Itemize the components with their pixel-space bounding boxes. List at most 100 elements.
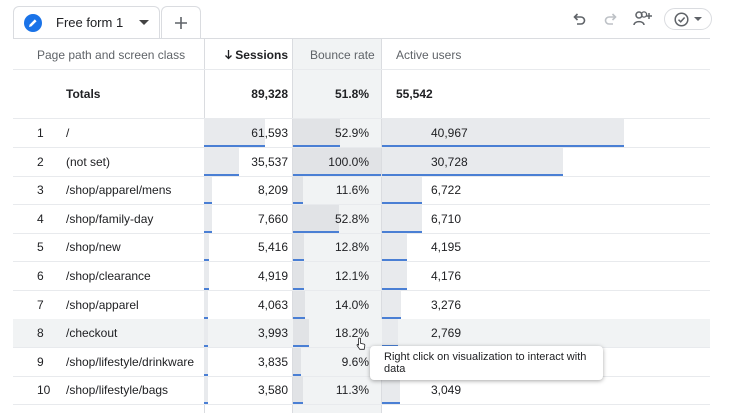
table-row[interactable]: 7/shop/apparel 4,063 14.0% 3,276 [13, 290, 710, 320]
row-rank: 3 [37, 183, 44, 198]
column-divider [292, 39, 293, 413]
bounce-bar-line [293, 345, 309, 348]
column-header-sessions[interactable]: Sessions [223, 39, 288, 70]
table-row[interactable]: 9/shop/lifestyle/drinkware 3,835 9.6% [13, 347, 710, 377]
totals-active-users: 55,542 [396, 87, 433, 101]
bounce-bar-line [293, 173, 381, 176]
row-rank: 7 [37, 297, 44, 312]
bounce-bar [293, 204, 339, 231]
chevron-down-icon[interactable] [139, 20, 149, 25]
status-menu[interactable] [664, 8, 712, 30]
row-page-path: /shop/family-day [66, 211, 154, 226]
table-row[interactable]: 6/shop/clearance 4,919 12.1% 4,176 [13, 262, 710, 291]
sessions-bar [204, 233, 209, 260]
row-divider [13, 404, 710, 406]
row-bounce-rate: 11.3% [335, 383, 369, 398]
row-divider [13, 318, 710, 320]
row-divider [13, 232, 710, 234]
plus-icon [175, 16, 187, 29]
tooltip: Right click on visualization to interact… [370, 346, 603, 380]
sessions-bar [204, 119, 265, 145]
bounce-bar [293, 347, 301, 374]
share-user-icon [633, 11, 652, 26]
active-bar-line [382, 316, 401, 319]
table-row[interactable]: 3/shop/apparel/mens 8,209 11.6% 6,722 [13, 176, 710, 206]
add-tab-button[interactable] [161, 6, 201, 38]
sessions-bar [204, 176, 212, 203]
row-active-users: 30,728 [431, 154, 468, 169]
row-sessions: 3,835 [257, 354, 288, 369]
active-bar [382, 204, 422, 231]
bounce-bar-line [293, 316, 305, 319]
undo-icon [573, 13, 586, 25]
row-divider [13, 375, 710, 377]
table-row[interactable]: 5/shop/new 5,416 12.8% 4,195 [13, 233, 710, 263]
toolbar [568, 8, 712, 30]
tab-bar: Free form 1 [0, 0, 730, 38]
chevron-down-icon [694, 17, 702, 21]
row-bounce-rate: 9.6% [341, 354, 369, 369]
row-page-path: /shop/clearance [66, 269, 151, 283]
row-rank: 9 [37, 354, 44, 369]
share-button[interactable] [632, 8, 654, 30]
active-bar-line [382, 288, 407, 290]
table-row[interactable]: 1 / 61,593 52.9% 40,967 [13, 119, 710, 148]
row-bounce-rate: 18.2% [334, 326, 369, 341]
row-active-users: 6,710 [431, 211, 462, 226]
row-rank: 6 [37, 269, 44, 283]
tab-label: Free form 1 [56, 15, 124, 30]
row-bounce-rate: 52.9% [334, 126, 369, 140]
bounce-bar-line [293, 230, 339, 233]
redo-icon [604, 13, 617, 25]
bounce-bar [293, 119, 340, 145]
row-divider [13, 290, 710, 291]
header-divider [13, 69, 710, 70]
redo-button[interactable] [600, 8, 622, 30]
totals-sessions: 89,328 [251, 87, 288, 101]
column-header-active-users[interactable]: Active users [396, 47, 462, 62]
sessions-bar [204, 290, 208, 317]
totals-label: Totals [66, 87, 101, 101]
sessions-bar-line [204, 145, 265, 147]
row-rank: 8 [37, 326, 44, 341]
pencil-icon[interactable] [24, 13, 42, 32]
row-sessions: 5,416 [257, 240, 288, 255]
table-row[interactable]: 4/shop/family-day 7,660 52.8% 6,710 [13, 204, 710, 234]
row-page-path: /shop/lifestyle/bags [66, 383, 169, 398]
row-bounce-rate: 12.8% [334, 240, 369, 255]
active-bar-line [382, 173, 563, 176]
row-bounce-rate: 100.0% [328, 154, 369, 169]
sessions-bar-line [204, 373, 208, 376]
active-bar [382, 119, 624, 145]
row-active-users: 3,049 [431, 383, 462, 398]
row-page-path: /shop/lifestyle/drinkware [66, 354, 195, 369]
row-active-users: 3,276 [431, 297, 462, 312]
column-header-sessions-label: Sessions [235, 47, 288, 62]
tooltip-text: Right click on visualization to interact… [384, 351, 587, 375]
active-bar-line [382, 259, 407, 262]
column-divider [381, 39, 382, 413]
tab-free-form-1[interactable]: Free form 1 [13, 6, 160, 38]
active-bar-line [382, 145, 624, 147]
bounce-bar-line [293, 288, 304, 290]
column-header-bounce-rate[interactable]: Bounce rate [310, 47, 375, 62]
row-rank: 2 [37, 154, 44, 169]
row-active-users: 2,769 [431, 326, 462, 341]
active-bar [382, 319, 398, 346]
bounce-bar-line [293, 259, 304, 262]
table-row[interactable]: 2 (not set) 35,537 100.0% 30,728 [13, 147, 710, 177]
undo-button[interactable] [568, 8, 590, 30]
row-sessions: 4,919 [257, 269, 288, 283]
sessions-bar-line [204, 202, 212, 205]
active-bar [382, 233, 407, 260]
active-bar [382, 376, 400, 403]
column-header-page-path[interactable]: Page path and screen class [37, 47, 186, 62]
free-form-table[interactable]: Page path and screen class Sessions Boun… [13, 38, 710, 413]
row-sessions: 4,063 [257, 297, 288, 312]
row-sessions: 61,593 [251, 126, 288, 140]
table-row[interactable]: 8/checkout 3,993 18.2% 2,769 [13, 319, 710, 349]
row-page-path: /shop/new [66, 240, 121, 255]
table-row[interactable]: 10/shop/lifestyle/bags 3,580 11.3% 3,049 [13, 376, 710, 406]
row-rank: 5 [37, 240, 44, 255]
bounce-bar-line [293, 373, 301, 376]
